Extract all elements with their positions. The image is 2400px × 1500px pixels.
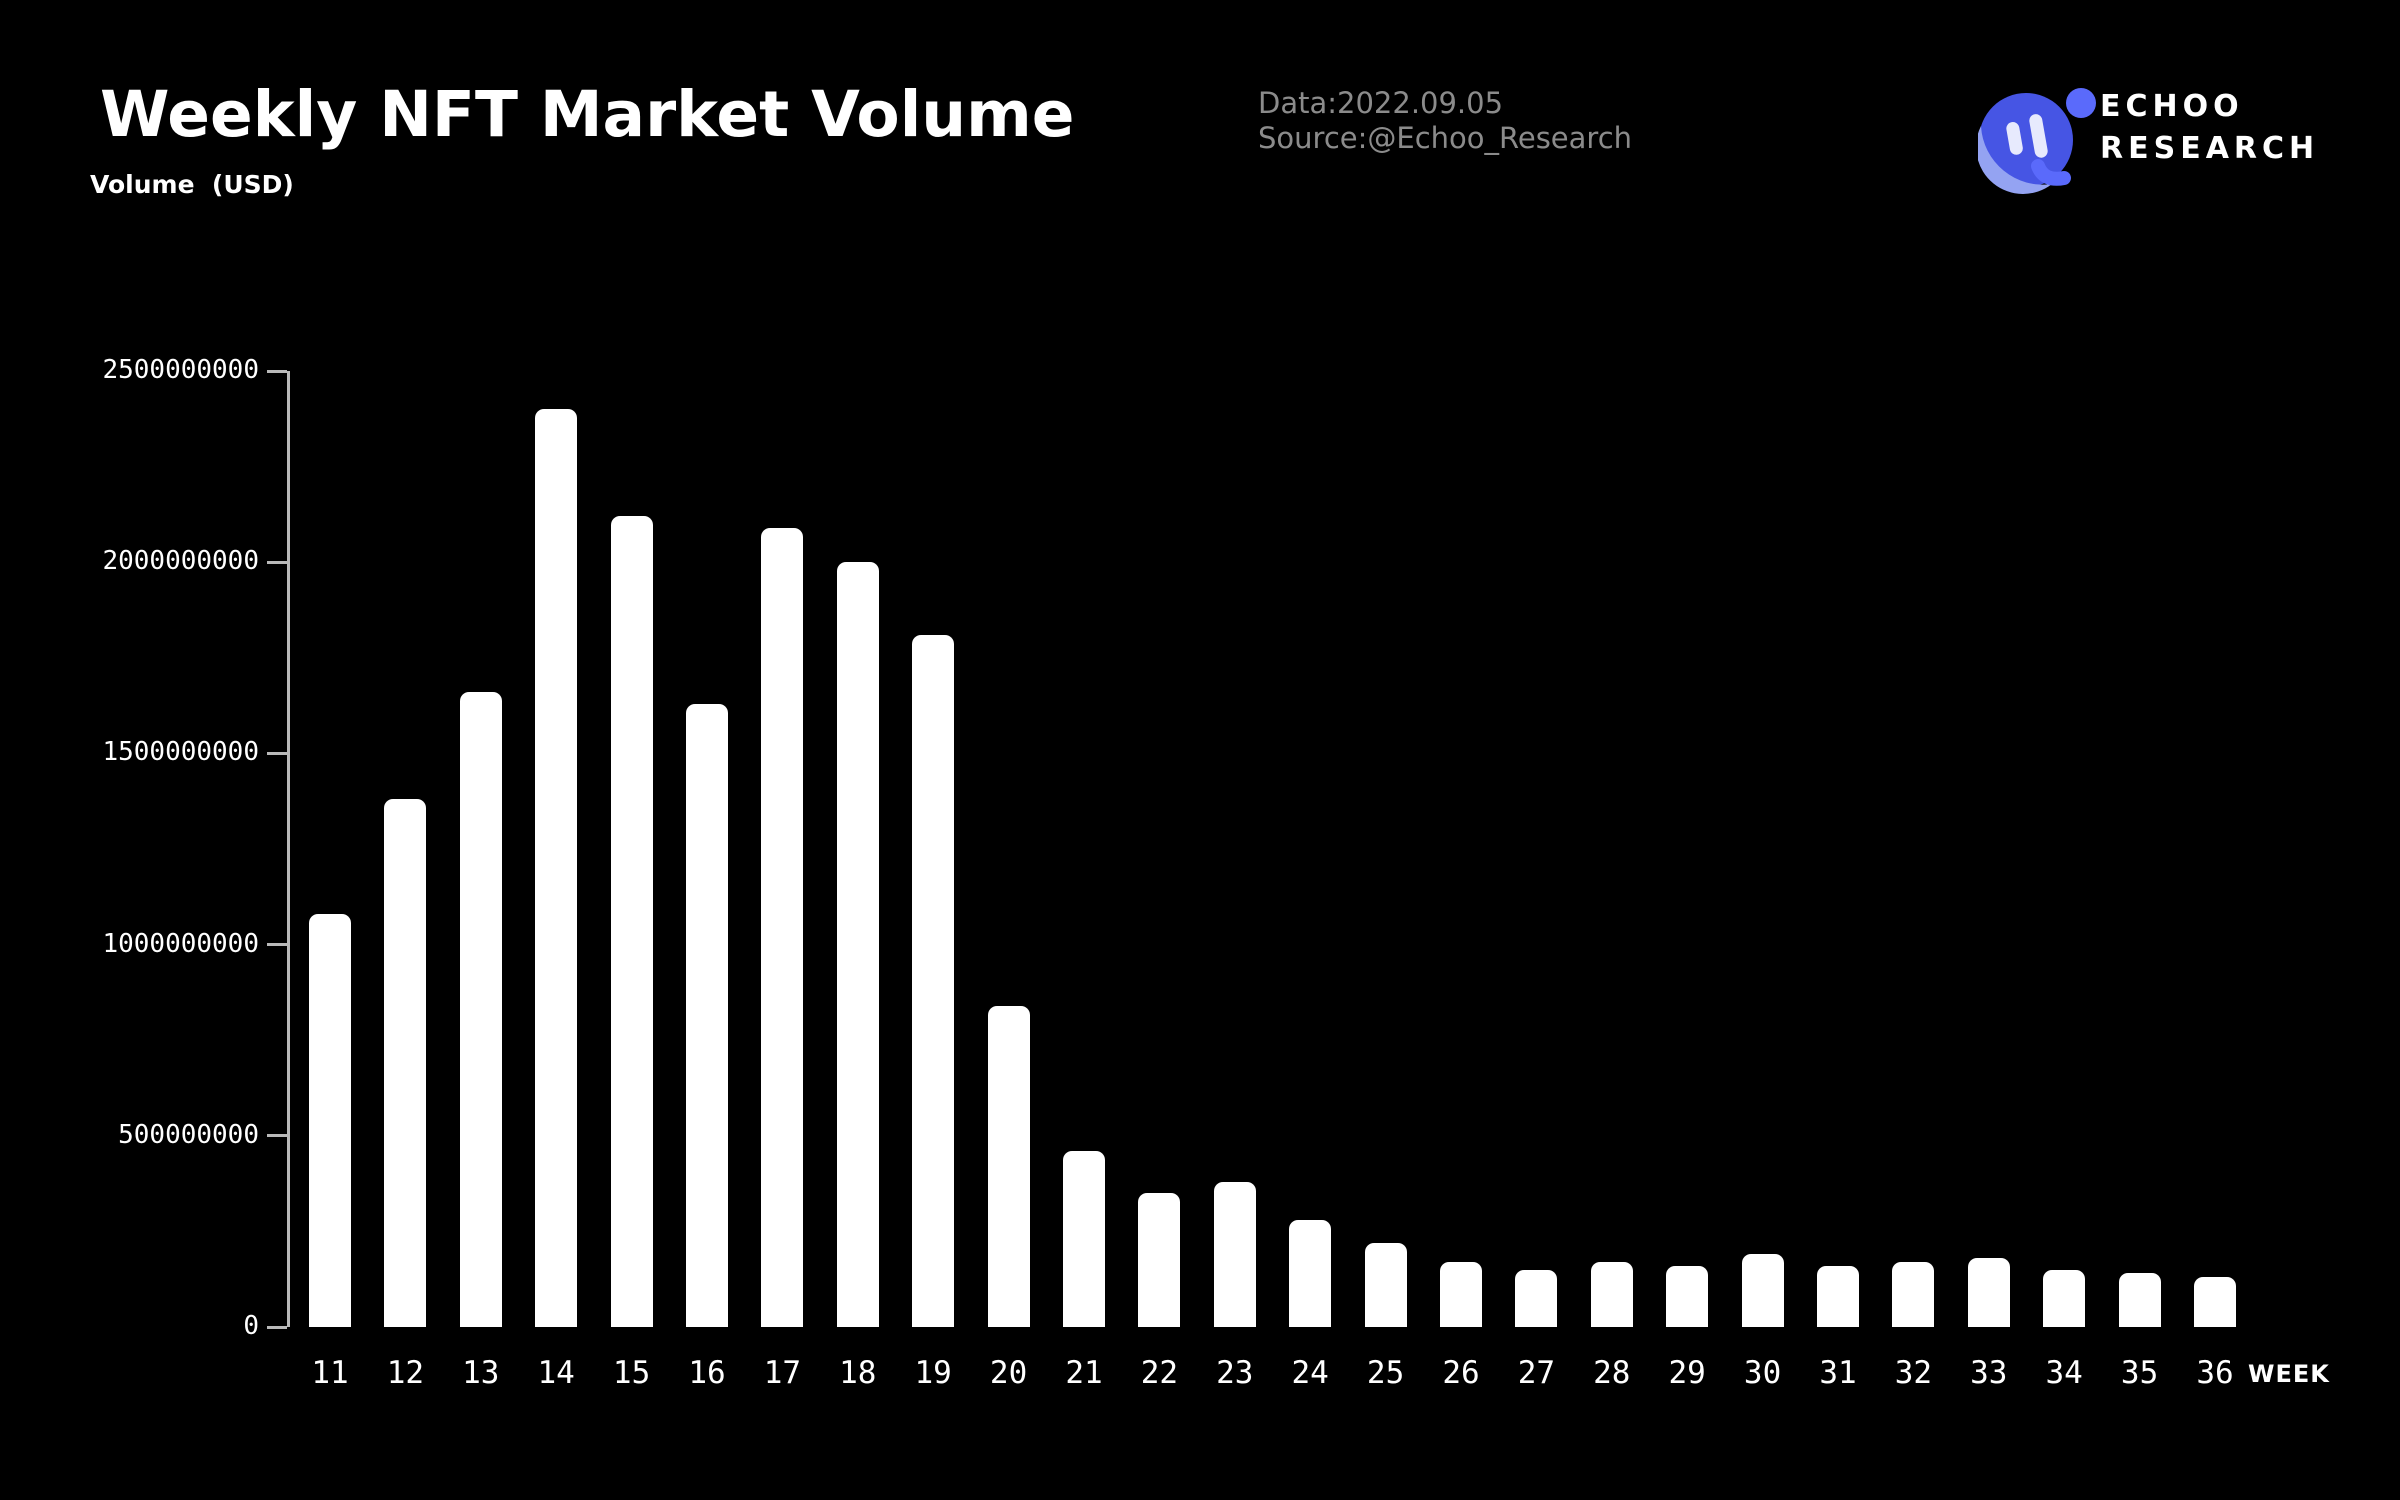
bar-week-13 <box>459 692 502 1327</box>
bar-week-29 <box>1666 1265 1709 1327</box>
bar-week-26 <box>1440 1262 1482 1327</box>
bar-week-35 <box>2118 1273 2161 1327</box>
x-axis-title: WEEK <box>2248 1360 2330 1388</box>
bar-week-19 <box>912 634 955 1327</box>
x-tick-label: 32 <box>1894 1355 1933 1391</box>
x-tick-label: 25 <box>1366 1355 1405 1391</box>
brand-wordmark: ECHOO RESEARCH <box>2100 86 2319 170</box>
x-tick-label: 14 <box>537 1355 575 1391</box>
x-tick-label: 12 <box>386 1355 425 1391</box>
y-tick-mark <box>267 751 287 755</box>
x-tick-label: 33 <box>1970 1355 2008 1391</box>
bar-week-28 <box>1590 1262 1633 1327</box>
x-tick-label: 30 <box>1743 1355 1782 1391</box>
y-tick-mark <box>267 369 287 373</box>
y-tick-label: 1000000000 <box>102 928 259 959</box>
bar-week-23 <box>1213 1181 1256 1327</box>
x-tick-label: 28 <box>1593 1355 1631 1391</box>
x-tick-label: 26 <box>1442 1355 1480 1391</box>
bar-week-32 <box>1892 1262 1935 1327</box>
y-tick-mark <box>267 1325 287 1329</box>
bar-week-11 <box>309 914 351 1327</box>
x-tick-label: 35 <box>2120 1355 2159 1391</box>
y-tick-label: 1500000000 <box>102 737 259 768</box>
x-tick-label: 16 <box>688 1355 726 1391</box>
bar-week-33 <box>1967 1258 2010 1327</box>
bar-week-34 <box>2043 1269 2086 1327</box>
x-tick-label: 11 <box>311 1355 349 1391</box>
bar-week-24 <box>1289 1219 1332 1327</box>
bar-week-27 <box>1515 1269 1558 1327</box>
x-tick-label: 29 <box>1668 1355 1706 1391</box>
bar-week-31 <box>1817 1265 1859 1327</box>
bar-week-14 <box>535 409 578 1327</box>
bar-week-36 <box>2194 1277 2236 1327</box>
x-tick-label: 27 <box>1517 1355 1556 1391</box>
bar-week-25 <box>1364 1242 1407 1327</box>
y-tick-label: 0 <box>243 1311 259 1341</box>
x-tick-label: 17 <box>763 1355 802 1391</box>
meta-source: Source:@Echoo_Research <box>1258 121 1633 155</box>
x-tick-label: 24 <box>1291 1355 1329 1391</box>
bar-week-30 <box>1741 1254 1784 1327</box>
brand-line-1: ECHOO <box>2100 89 2244 124</box>
x-tick-label: 23 <box>1216 1355 1254 1391</box>
page-title: Weekly NFT Market Volume <box>100 78 1075 151</box>
y-tick-mark <box>267 943 287 947</box>
meta-date: Data:2022.09.05 <box>1258 86 1504 120</box>
y-tick-label: 2500000000 <box>102 355 259 385</box>
x-tick-label: 21 <box>1065 1355 1103 1391</box>
brand-line-2: RESEARCH <box>2100 131 2320 166</box>
bar-week-21 <box>1063 1151 1105 1327</box>
bar-week-18 <box>836 562 879 1327</box>
bar-week-12 <box>384 799 427 1327</box>
echoo-logo-icon <box>1978 88 2096 194</box>
bar-week-15 <box>610 516 653 1327</box>
x-tick-label: 22 <box>1140 1355 1179 1391</box>
x-tick-label: 15 <box>612 1355 651 1391</box>
x-tick-label: 31 <box>1819 1355 1857 1391</box>
x-tick-label: 20 <box>989 1355 1028 1391</box>
y-tick-mark <box>267 560 287 564</box>
bar-week-16 <box>686 703 728 1327</box>
chart-meta: Data:2022.09.05 Source:@Echoo_Research <box>1258 86 1632 156</box>
y-tick-label: 500000000 <box>118 1119 259 1150</box>
bar-week-22 <box>1138 1193 1181 1327</box>
x-tick-label: 36 <box>2196 1355 2234 1391</box>
y-tick-mark <box>267 1134 287 1138</box>
bar-week-17 <box>761 527 804 1327</box>
y-tick-label: 2000000000 <box>102 546 259 577</box>
x-tick-label: 18 <box>839 1355 877 1391</box>
bar-week-20 <box>987 1005 1030 1327</box>
y-axis-title: Volume (USD) <box>90 170 294 199</box>
x-tick-label: 13 <box>462 1355 500 1391</box>
x-tick-label: 34 <box>2045 1355 2083 1391</box>
x-tick-label: 19 <box>914 1355 952 1391</box>
brand-logo: ECHOO RESEARCH <box>1978 76 2398 196</box>
plot-area: 0 500000000 1000000000 1500000000 2000000000… <box>102 355 2350 1391</box>
